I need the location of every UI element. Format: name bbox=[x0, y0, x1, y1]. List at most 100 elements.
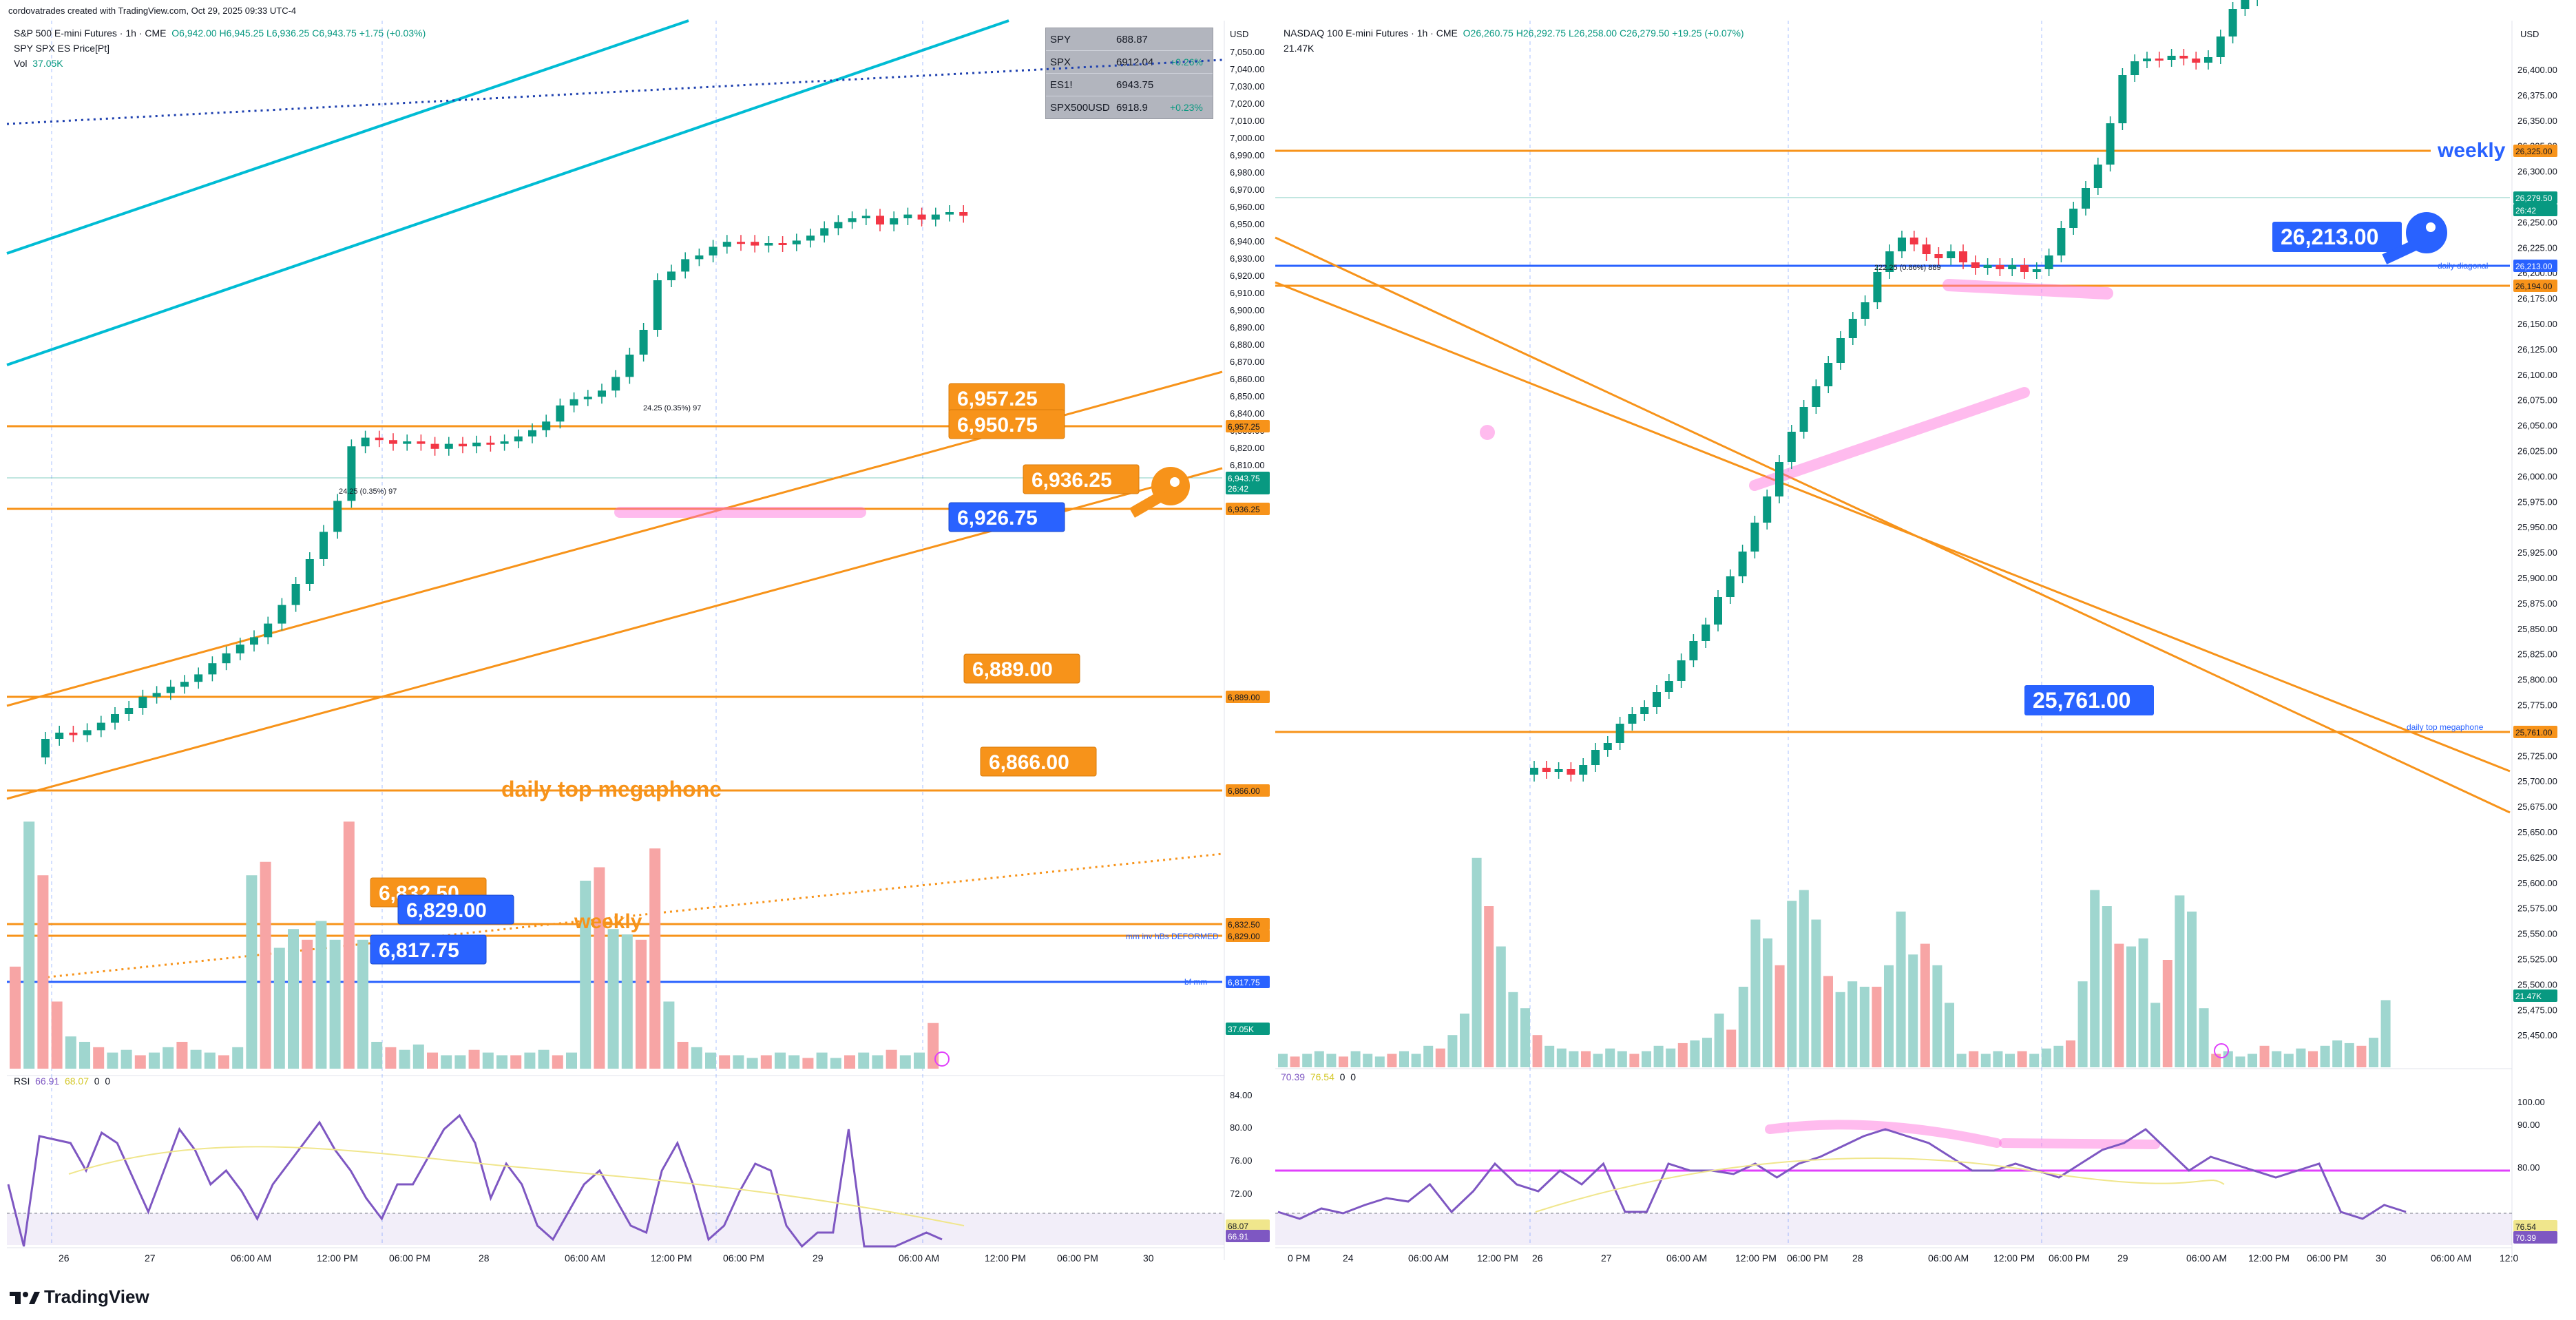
right-volume-bar bbox=[1326, 1054, 1337, 1067]
right-price-callout-label: 25,761.00 bbox=[2033, 688, 2130, 713]
left-candle-body bbox=[528, 430, 536, 437]
left-candle-body bbox=[931, 214, 940, 220]
right-y-tick: 26,025.00 bbox=[2517, 446, 2557, 457]
left-candle-body bbox=[569, 399, 578, 406]
left-price-tag bbox=[1226, 976, 1270, 988]
left-candle-body bbox=[848, 218, 857, 222]
watchlist-row[interactable]: SPY 688.87 bbox=[1046, 28, 1213, 51]
left-symbol-title[interactable]: S&P 500 E-mini Futures · 1h · CME bbox=[14, 28, 167, 39]
right-y-tick: 25,525.00 bbox=[2517, 954, 2557, 965]
left-candle-body bbox=[611, 377, 620, 391]
left-candle-body bbox=[459, 443, 467, 447]
left-currency: USD bbox=[1230, 29, 1249, 39]
right-candle-body bbox=[1898, 238, 1906, 251]
left-volume-bar bbox=[899, 1055, 911, 1069]
right-candle-body bbox=[1664, 681, 1673, 692]
right-pink-highlight bbox=[1943, 279, 2113, 300]
left-candle-body bbox=[764, 243, 773, 246]
right-y-tick: 25,675.00 bbox=[2517, 802, 2557, 812]
left-vol-label: Vol bbox=[14, 58, 28, 69]
left-price-tag bbox=[1226, 1219, 1270, 1232]
left-candle-body bbox=[695, 255, 704, 260]
left-candle-body bbox=[347, 446, 356, 501]
left-y-tick: 6,980.00 bbox=[1230, 167, 1265, 178]
left-price-callout-label: 6,957.25 bbox=[957, 388, 1038, 410]
right-rsi-legend[interactable]: 70.39 76.54 0 0 bbox=[1281, 1071, 1356, 1082]
left-candle-body bbox=[681, 259, 690, 272]
left-candle-body bbox=[375, 437, 384, 441]
watchlist-row[interactable]: ES1! 6943.75 bbox=[1046, 74, 1213, 96]
right-pink-dot bbox=[1480, 425, 1495, 440]
right-candle-body bbox=[2130, 61, 2139, 75]
right-y-tick: 25,850.00 bbox=[2517, 624, 2557, 634]
right-price-tag bbox=[2513, 1231, 2557, 1244]
left-volume-bar bbox=[594, 867, 605, 1069]
wl-symbol: ES1! bbox=[1050, 78, 1073, 91]
left-price-callout bbox=[370, 934, 487, 965]
left-candle-body bbox=[96, 722, 105, 731]
right-volume-value[interactable]: 21.47K bbox=[1284, 43, 1315, 54]
right-volume-bar bbox=[1532, 1035, 1542, 1067]
left-price-tag-label: 6,832.50 bbox=[1228, 920, 1260, 930]
left-price-callout bbox=[1023, 464, 1140, 494]
right-price-tag bbox=[2513, 204, 2557, 216]
left-volume-bar bbox=[760, 1055, 772, 1069]
left-x-tick: 27 bbox=[145, 1253, 156, 1264]
left-rsi-legend[interactable]: RSI 66.91 68.07 0 0 bbox=[14, 1076, 110, 1087]
left-x-tick: 12:00 PM bbox=[985, 1253, 1026, 1264]
wl-price: 688.87 bbox=[1116, 33, 1148, 45]
left-candle-body bbox=[264, 623, 273, 638]
right-x-tick: 28 bbox=[1852, 1253, 1863, 1264]
right-rsi-tick: 80.00 bbox=[2517, 1162, 2540, 1173]
right-candle-body bbox=[2106, 123, 2115, 165]
wl-symbol: SPX bbox=[1050, 56, 1071, 68]
left-volume-legend[interactable]: Vol 37.05K bbox=[14, 58, 63, 69]
left-volume-bar bbox=[566, 1052, 577, 1069]
left-volume-bar bbox=[107, 1052, 118, 1069]
right-y-tick: 25,575.00 bbox=[2517, 903, 2557, 914]
left-candle-body bbox=[472, 442, 481, 447]
left-legend-title-row[interactable]: S&P 500 E-mini Futures · 1h · CME O6,942… bbox=[14, 28, 426, 39]
right-y-tick: 26,350.00 bbox=[2517, 116, 2557, 126]
right-volume-bar bbox=[1920, 943, 1930, 1067]
watchlist-row[interactable]: SPX500USD 6918.9 +0.23% bbox=[1046, 96, 1213, 118]
right-x-tick: 06:00 PM bbox=[2049, 1253, 2090, 1264]
right-y-tick: 26,175.00 bbox=[2517, 293, 2557, 304]
left-volume-bar bbox=[343, 821, 355, 1069]
left-low: L6,936.25 bbox=[266, 28, 310, 39]
right-volume-bar bbox=[1423, 1045, 1434, 1067]
left-compare-line[interactable]: SPY SPX ES Price[Pt] bbox=[14, 43, 110, 54]
right-y-tick: 25,875.00 bbox=[2517, 598, 2557, 609]
right-x-tick: 06:00 PM bbox=[2307, 1253, 2348, 1264]
left-candle-body bbox=[667, 271, 676, 280]
right-volume-bar bbox=[1629, 1054, 1640, 1067]
left-volume-bar bbox=[580, 881, 591, 1069]
left-rsi-z1: 0 bbox=[94, 1076, 100, 1087]
left-candle-body bbox=[514, 436, 523, 441]
wl-price: 6912.04 bbox=[1116, 56, 1154, 68]
right-price-tag-label: 26:42 bbox=[2515, 206, 2536, 216]
left-volume-bar bbox=[914, 1052, 925, 1069]
right-volume-bar bbox=[2248, 1054, 2257, 1067]
right-rsi-pink-highlight bbox=[1765, 1120, 2002, 1148]
right-symbol-title[interactable]: NASDAQ 100 E-mini Futures · 1h · CME bbox=[1284, 28, 1458, 39]
right-volume-bar bbox=[1593, 1054, 1603, 1067]
left-volume-bar bbox=[788, 1055, 800, 1069]
left-candle-body bbox=[903, 214, 912, 218]
tradingview-logo[interactable]: TradingView bbox=[10, 1286, 149, 1308]
right-candle-body bbox=[2143, 59, 2151, 61]
left-key-icon bbox=[1129, 467, 1190, 518]
left-volume-bar bbox=[93, 1047, 105, 1069]
right-rsi-band bbox=[1275, 1213, 2512, 1245]
watchlist-widget[interactable]: SPY 688.87 SPX 6912.04 +0.26% ES1! 6943.75 S… bbox=[1045, 28, 1213, 119]
right-y-tick: 25,800.00 bbox=[2517, 675, 2557, 685]
right-volume-bar bbox=[1278, 1054, 1288, 1067]
left-volume-bar bbox=[232, 1047, 244, 1069]
left-volume-bar bbox=[441, 1055, 452, 1069]
watchlist-row[interactable]: SPX 6912.04 +0.26% bbox=[1046, 51, 1213, 74]
right-legend-title-row[interactable]: NASDAQ 100 E-mini Futures · 1h · CME O26… bbox=[1284, 28, 1744, 39]
left-bf-label: bf mm bbox=[1184, 977, 1207, 987]
left-alert-icon bbox=[934, 1051, 950, 1067]
right-volume-bar bbox=[2041, 1048, 2051, 1067]
